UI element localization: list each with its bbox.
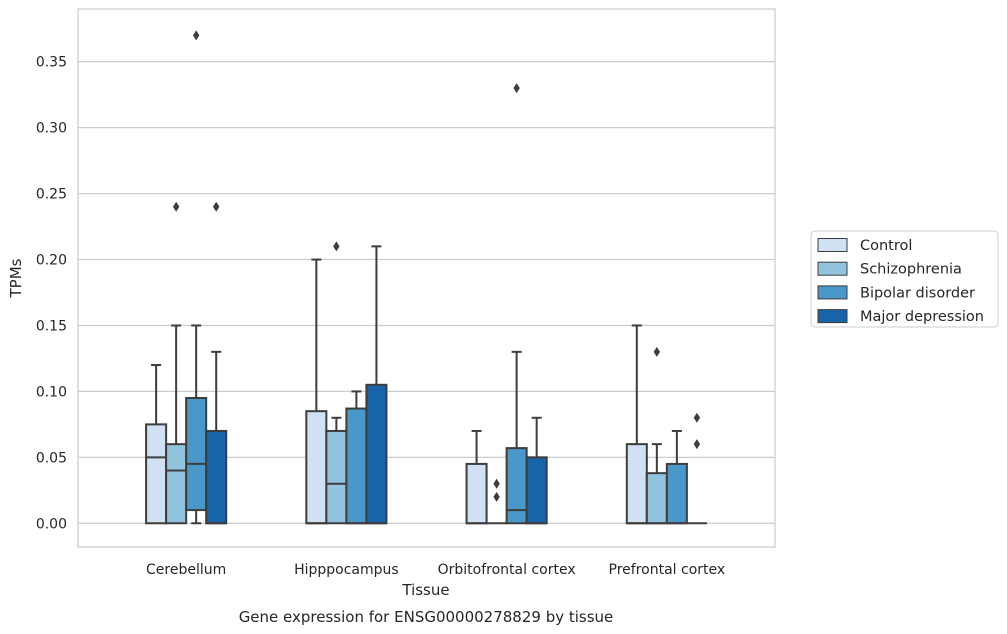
box-group: [625, 324, 648, 525]
outlier-point: [172, 201, 180, 212]
y-tick-labels: 0.00 0.05 0.10 0.15 0.20 0.25 0.30 0.35: [36, 55, 67, 533]
box-group: [525, 416, 548, 525]
legend-swatch: [817, 309, 848, 324]
y-tick-label: 0.10: [36, 384, 67, 400]
box-group: [345, 390, 368, 525]
x-tick-label: Prefrontal cortex: [609, 562, 726, 578]
y-tick-label: 0.05: [36, 450, 67, 466]
y-tick-label: 0.35: [36, 55, 67, 71]
box-group: [145, 364, 168, 525]
box-iqr: [645, 472, 668, 525]
y-tick-label: 0.15: [36, 318, 67, 334]
box-series: [145, 30, 707, 525]
outlier-point: [192, 30, 200, 41]
legend-label: Schizophrenia: [860, 262, 962, 278]
legend-swatch: [817, 285, 848, 300]
box-iqr: [365, 383, 388, 525]
box-iqr: [345, 407, 368, 525]
box-group: [686, 412, 707, 525]
chart-title: Gene expression for ENSG00000278829 by t…: [239, 608, 614, 626]
box-iqr: [465, 462, 488, 525]
legend: Control Schizophrenia Bipolar disorder Majo…: [810, 230, 999, 328]
box-group: [185, 30, 208, 525]
outlier-point: [212, 201, 220, 212]
box-group: [365, 245, 388, 525]
outlier-point: [493, 491, 500, 502]
box-group: [305, 258, 328, 525]
box-iqr: [145, 423, 168, 525]
x-tick-labels: Cerebellum Hipppocampus Orbitofrontal cort…: [146, 562, 725, 578]
legend-swatch: [817, 238, 848, 252]
y-tick-label: 0.20: [36, 253, 67, 269]
box-iqr: [185, 396, 208, 512]
box-group: [665, 429, 688, 525]
plot-frame: [77, 8, 776, 548]
outlier-point: [513, 83, 520, 94]
box-iqr: [625, 443, 648, 525]
legend-swatch: [817, 261, 848, 276]
legend-label: Control: [860, 238, 912, 254]
box-iqr: [525, 456, 548, 525]
box-iqr: [305, 410, 328, 525]
box-group: [205, 201, 228, 525]
outlier-point: [493, 478, 500, 489]
box-iqr: [165, 443, 188, 525]
x-tick-label: Hipppocampus: [294, 562, 399, 578]
x-axis-label: Tissue: [401, 581, 449, 599]
box-iqr: [325, 429, 348, 525]
x-tick-label: Orbitofrontal cortex: [438, 562, 576, 578]
outlier-point: [653, 346, 661, 357]
box-group: [505, 83, 528, 525]
box-iqr: [665, 462, 688, 525]
box-iqr: [505, 447, 528, 525]
legend-label: Bipolar disorder: [860, 285, 975, 301]
y-tick-label: 0.00: [36, 516, 67, 532]
outlier-point: [693, 412, 701, 423]
legend-label: Major depression: [860, 309, 984, 325]
x-tick-label: Cerebellum: [146, 562, 226, 578]
y-tick-label: 0.30: [36, 121, 67, 137]
outlier-point: [333, 241, 340, 252]
y-tick-label: 0.25: [36, 187, 67, 203]
y-axis-label: TPMs: [7, 258, 25, 298]
box-group: [486, 478, 507, 525]
box-group: [465, 429, 488, 525]
box-iqr: [205, 429, 228, 525]
outlier-point: [693, 439, 701, 450]
legend-frame: [810, 230, 999, 328]
